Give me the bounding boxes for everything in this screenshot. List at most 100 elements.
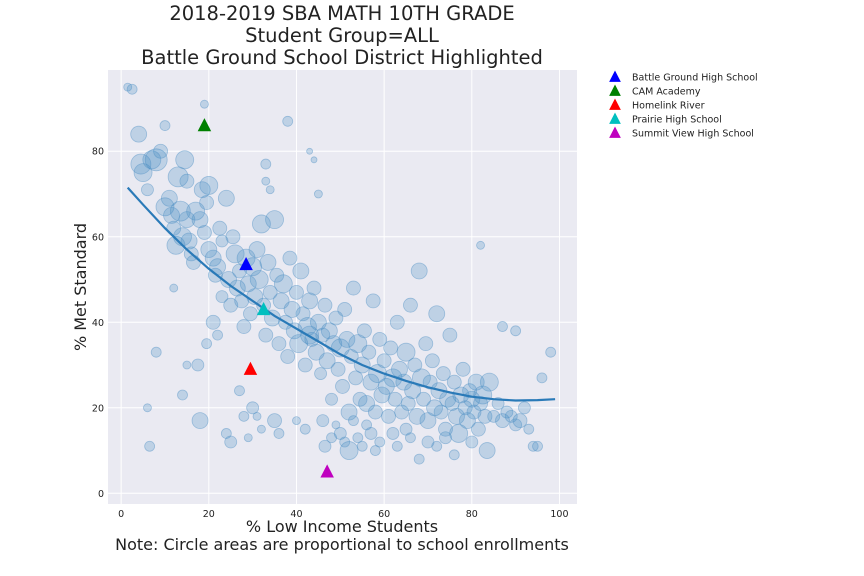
school-bubble [271,336,287,352]
chart-title-line-1: 2018-2019 SBA MATH 10TH GRADE [169,2,514,25]
school-bubble [224,435,238,449]
school-bubble [243,306,258,322]
school-bubble [191,412,209,430]
school-bubble [169,200,191,222]
school-bubble [448,449,460,461]
school-bubble [199,195,215,210]
school-bubble [297,357,313,373]
school-bubble [246,401,260,415]
school-bubble [331,420,341,430]
school-bubble [328,310,344,326]
legend-label: Prairie High School [632,115,722,126]
school-bubble [465,435,479,449]
school-bubble [205,314,221,330]
school-bubble [199,176,219,195]
school-bubble [273,428,285,439]
school-bubble [160,189,178,207]
school-bubble [310,156,318,164]
legend-marker [609,112,621,124]
school-bubble [166,235,186,255]
school-bubble [166,220,182,236]
school-bubble [267,413,282,429]
school-bubble [478,442,496,459]
x-tick-label: 100 [550,509,568,520]
school-bubble [439,431,452,445]
school-bubble [320,322,338,340]
school-bubble [175,150,195,170]
legend-label: Battle Ground High School [632,73,758,84]
school-bubble [381,408,396,424]
school-bubble [449,424,469,443]
school-bubble [367,404,383,420]
school-bubble [545,346,557,358]
legend-marker [609,70,621,82]
legend-label: CAM Academy [632,87,701,98]
school-bubble [313,189,323,199]
school-bubble [123,82,133,92]
school-bubble [364,427,378,440]
school-bubble [201,338,213,350]
school-bubble [391,360,408,378]
school-bubble [212,220,228,236]
school-bubble [215,234,229,248]
school-bubble [442,327,458,343]
school-bubble [153,143,168,159]
school-bubble [265,185,275,195]
legend-marker [609,84,621,96]
school-bubble [220,428,232,439]
school-bubble [419,412,437,430]
school-bubble [167,166,189,188]
school-bubble [223,297,239,313]
school-bubble [413,453,425,465]
school-bubble [448,407,465,425]
school-bubble [142,150,162,170]
school-bubble [326,432,337,444]
school-bubble [431,440,443,452]
school-bubble [186,255,201,270]
school-bubble [262,284,278,300]
school-bubble [455,361,471,377]
school-bubble [383,368,403,388]
school-bubble [497,321,508,332]
school-bubble [133,163,153,183]
legend: Battle Ground High School CAM Academy Home… [609,70,758,140]
school-bubble [428,305,446,323]
school-bubble [144,148,168,172]
school-bubble [330,361,346,377]
school-bubble [265,210,284,230]
school-bubble [141,183,154,197]
school-bubble [169,283,179,293]
school-bubble [318,439,332,453]
school-bubble [422,374,438,390]
school-bubble [179,173,195,189]
school-bubble [518,401,531,415]
school-bubble [352,432,364,444]
school-bubble [301,292,319,310]
school-bubble [466,404,482,420]
axis-ticks: 0 20 40 60 80 100 0 20 40 60 80 [92,147,569,520]
school-bubble [333,427,347,440]
x-axis-note: Note: Circle areas are proportional to s… [115,535,569,554]
legend-label: Homelink River [632,101,705,112]
school-bubble [444,396,460,411]
school-bubble [295,306,311,322]
school-bubble [314,367,327,380]
school-bubble [374,436,386,448]
school-bubble [532,440,543,452]
school-bubble [411,368,431,388]
school-bubble [200,241,218,258]
school-bubbles [123,82,557,465]
school-bubble [405,432,416,444]
x-tick-label: 60 [378,509,390,520]
school-bubble [239,275,257,293]
school-bubble [365,293,381,309]
school-bubble [259,254,277,271]
school-bubble [446,374,462,390]
y-tick-label: 80 [92,147,104,158]
school-bubble [470,421,486,437]
school-bubble [273,274,293,294]
school-bubble [527,440,539,452]
school-bubble [407,357,423,373]
y-tick-label: 20 [92,403,104,414]
school-bubble [178,211,196,229]
